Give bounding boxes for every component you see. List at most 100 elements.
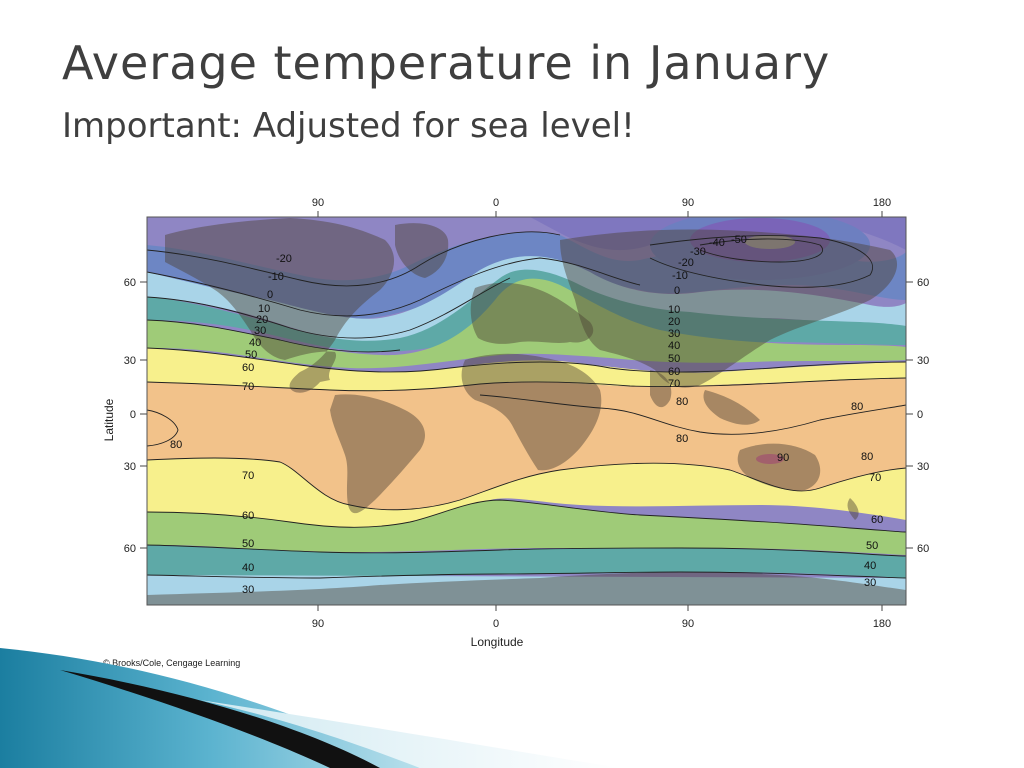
isotherm-label: 30 [668, 328, 680, 340]
isotherm-label: -10 [672, 270, 688, 282]
australia-heat-core [756, 454, 784, 464]
tick-label: 30 [917, 461, 929, 473]
isotherm-line [147, 499, 906, 533]
isotherm-label: 80 [170, 439, 182, 451]
isotherm-label: 90 [777, 452, 789, 464]
isotherm-label: 30 [242, 584, 254, 596]
isotherm-label: -30 [690, 246, 706, 258]
band-south-temperate [147, 500, 906, 555]
isotherm-line [147, 571, 906, 579]
map-frame [146, 216, 907, 606]
siberia-cold-core [745, 235, 795, 249]
isotherm-label: 60 [668, 366, 680, 378]
isotherm-line [147, 231, 561, 287]
isotherm-line [479, 394, 906, 435]
asia [560, 229, 898, 388]
isotherm-labels-east: -50 -40 -30 -20 -10 0 10 20 30 40 50 60 … [668, 234, 883, 589]
tick-label: 180 [873, 618, 891, 630]
southeast-asia [703, 390, 760, 425]
axis-ticks [140, 211, 913, 611]
isotherm-label: 30 [254, 325, 266, 337]
tick-label: 90 [312, 197, 324, 209]
tick-label: 60 [917, 277, 929, 289]
isotherm-label: 70 [242, 381, 254, 393]
isotherm-line [147, 409, 179, 447]
isotherm-label: 70 [869, 472, 881, 484]
isotherm-line [147, 257, 641, 317]
isotherm-line [147, 544, 906, 557]
india [650, 370, 672, 408]
isotherm-line [649, 235, 873, 288]
isotherm-label: 50 [668, 353, 680, 365]
band-warm-south [147, 458, 906, 529]
isotherm-line [147, 377, 906, 392]
isotherm-label: 70 [668, 378, 680, 390]
isotherm-label: 40 [668, 340, 680, 352]
isotherm-label: 50 [866, 540, 878, 552]
copyright-credit: © Brooks/Cole, Cengage Learning [103, 658, 241, 668]
isotherm-label: 0 [674, 285, 680, 297]
y-axis-title: Latitude [102, 398, 116, 441]
australia [737, 443, 821, 491]
isotherm-label: -20 [678, 257, 694, 269]
south-america [330, 394, 425, 514]
tick-label: 30 [124, 461, 136, 473]
tick-label: 180 [873, 197, 891, 209]
band-temperate [147, 278, 906, 369]
isotherm-label: 80 [676, 396, 688, 408]
isotherm-label: -50 [731, 234, 747, 246]
tick-label: 60 [124, 543, 136, 555]
isotherm-label: 40 [864, 560, 876, 572]
tick-label: 90 [682, 197, 694, 209]
tick-label: 60 [124, 277, 136, 289]
tick-label: 30 [917, 355, 929, 367]
isotherm-label: 60 [871, 514, 883, 526]
isotherm-label: 40 [242, 562, 254, 574]
x-axis-title: Longitude [471, 635, 524, 649]
isotherm-label: 70 [242, 470, 254, 482]
isotherm-label: 0 [267, 289, 273, 301]
europe [470, 282, 594, 344]
isotherm-label: 80 [851, 401, 863, 413]
tick-label: 60 [917, 543, 929, 555]
isotherm-label: -20 [276, 253, 292, 265]
slide-title: Average temperature in January [62, 36, 831, 90]
band-southern-ocean [147, 575, 906, 605]
isotherm-line [699, 238, 823, 263]
isotherm-label: 20 [668, 316, 680, 328]
right-axis-labels: 60 30 0 30 60 [917, 277, 929, 555]
isotherm-line [147, 457, 906, 511]
isotherm-labels-west: -20 -10 0 10 20 30 40 50 60 70 80 70 60 … [170, 253, 292, 596]
top-axis-labels: 90 0 90 180 [312, 197, 891, 209]
isotherm-line [147, 347, 906, 373]
isotherm-label: 30 [864, 577, 876, 589]
isotherm-label: -10 [268, 271, 284, 283]
tick-label: 0 [493, 618, 499, 630]
isotherm-label: -40 [709, 237, 725, 249]
new-zealand [847, 498, 859, 520]
tick-label: 90 [682, 618, 694, 630]
greenland [395, 223, 449, 278]
tick-label: 0 [130, 409, 136, 421]
map-field [147, 217, 906, 605]
tick-label: 30 [124, 355, 136, 367]
bottom-axis-labels: 90 0 90 180 [312, 618, 891, 630]
isotherm-label: 50 [245, 349, 257, 361]
isotherm-line [147, 319, 401, 353]
tick-label: 0 [493, 197, 499, 209]
band-warm-north [147, 348, 906, 391]
isotherm-label: 10 [258, 303, 270, 315]
tick-label: 90 [312, 618, 324, 630]
tick-label: 0 [917, 409, 923, 421]
isotherm-lines [147, 231, 906, 579]
band-tropical [147, 378, 906, 510]
isotherm-label: 40 [249, 337, 261, 349]
left-axis-labels: 60 30 0 30 60 [124, 277, 136, 555]
swoosh-black [60, 670, 380, 768]
swoosh-light [200, 700, 620, 768]
slide-subtitle: Important: Adjusted for sea level! [62, 106, 635, 146]
isotherm-line [147, 277, 511, 339]
band-south-cool [147, 545, 906, 579]
